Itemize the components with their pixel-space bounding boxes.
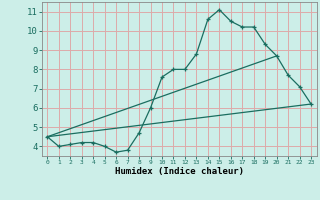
X-axis label: Humidex (Indice chaleur): Humidex (Indice chaleur) — [115, 167, 244, 176]
